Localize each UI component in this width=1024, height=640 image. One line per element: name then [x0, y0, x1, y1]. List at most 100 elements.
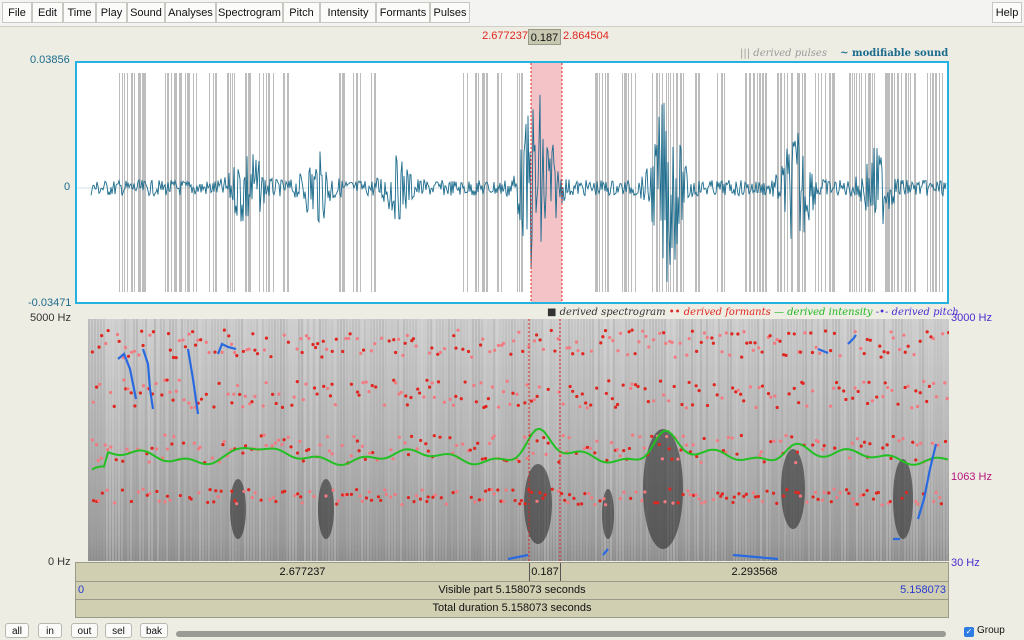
formant-dot [670, 457, 674, 461]
menu-play[interactable]: Play [96, 2, 127, 23]
formant-dot [652, 399, 656, 403]
zoom-out-button[interactable]: out [71, 623, 98, 638]
spectrogram-texture-strip [697, 319, 699, 561]
formant-dot [207, 350, 211, 355]
formant-dot [516, 403, 520, 407]
menu-spectrogram[interactable]: Spectrogram [216, 2, 283, 23]
pulse-mark [213, 73, 214, 292]
formant-dot [484, 489, 488, 493]
formant-dot [295, 380, 299, 384]
formant-dot [911, 440, 915, 444]
spectrogram-texture-strip [292, 319, 294, 561]
spectrogram-texture-strip [943, 319, 945, 561]
group-checkbox[interactable]: ✓ Group [964, 625, 1005, 637]
pulse-mark [268, 73, 270, 292]
formant-dot [314, 345, 318, 350]
formant-dot [702, 436, 706, 441]
formant-dot [613, 405, 618, 409]
pulse-mark [797, 73, 799, 292]
menu-file[interactable]: File [2, 2, 32, 23]
spectrogram-texture-strip [265, 319, 267, 561]
menu-intensity[interactable]: Intensity [320, 2, 376, 23]
formant-dot [585, 406, 589, 410]
menu-pitch[interactable]: Pitch [283, 2, 320, 23]
time-right-segment[interactable]: 2.293568 [731, 566, 778, 578]
spectrogram-texture-strip [790, 319, 792, 561]
zoom-sel-button[interactable]: sel [105, 623, 132, 638]
pulse-mark [821, 73, 822, 292]
horizontal-scrollbar[interactable] [176, 631, 946, 637]
formant-dot [327, 449, 331, 453]
menu-help[interactable]: Help [992, 2, 1022, 23]
spectrogram-texture-strip [934, 319, 936, 561]
total-bar[interactable]: Total duration 5.158073 seconds [75, 599, 949, 618]
formant-dot [455, 490, 459, 494]
time-left-segment[interactable]: 2.677237 [279, 566, 326, 578]
menu-formants[interactable]: Formants [376, 2, 430, 23]
formant-dot [96, 458, 100, 463]
formant-dot [165, 378, 169, 382]
formant-dot [136, 490, 140, 494]
formant-dot [589, 403, 593, 407]
zoom-back-button[interactable]: bak [140, 623, 168, 638]
spectrogram-panel[interactable] [88, 319, 949, 561]
formant-dot [638, 435, 642, 439]
pulse-mark [885, 73, 887, 292]
menu-edit[interactable]: Edit [32, 2, 63, 23]
pulse-mark [140, 73, 141, 292]
formant-dot [241, 349, 246, 354]
menu-sound[interactable]: Sound [127, 2, 165, 23]
waveform-plot[interactable] [77, 63, 947, 302]
pitch-segment [732, 553, 779, 561]
formant-dot [103, 443, 107, 447]
formant-dot [618, 454, 622, 458]
formant-dot [403, 441, 407, 445]
spectrogram-texture-strip [700, 319, 702, 561]
menu-time[interactable]: Time [63, 2, 96, 23]
spectrogram-texture-strip [571, 319, 573, 561]
pitch-segment [817, 347, 829, 355]
formant-dot [360, 499, 364, 503]
checkbox-checked-icon[interactable]: ✓ [964, 627, 974, 637]
formant-dot [229, 342, 234, 346]
selection-length[interactable]: 0.187 [528, 29, 561, 45]
formant-dot [798, 350, 803, 354]
formant-dot [532, 339, 537, 343]
formant-dot [357, 449, 361, 453]
formant-dot [813, 490, 818, 494]
spectrogram-plot[interactable] [88, 319, 949, 561]
formant-dot [844, 488, 849, 492]
formant-dot [575, 394, 579, 399]
formant-dot [479, 381, 483, 385]
formant-dot [769, 440, 773, 444]
waveform-panel[interactable] [75, 61, 949, 304]
formant-dot [740, 355, 744, 359]
formant-dot [769, 395, 773, 399]
spectrogram-texture-strip [706, 319, 708, 561]
spectrogram-energy-blob [781, 449, 805, 529]
formant-dot [418, 497, 423, 501]
spectrogram-texture-strip [364, 319, 366, 561]
menu-pulses[interactable]: Pulses [430, 2, 470, 23]
menu-analyses[interactable]: Analyses [165, 2, 216, 23]
spectrogram-texture-strip [112, 319, 114, 561]
spectrogram-texture-strip [622, 319, 624, 561]
formant-dot [126, 387, 130, 391]
formant-dot [137, 353, 141, 357]
formant-dot [214, 489, 218, 493]
formant-dot [850, 441, 854, 445]
zoom-in-button[interactable]: in [38, 623, 62, 638]
pulse-mark [230, 73, 231, 292]
time-selection-segment[interactable]: 0.187 [529, 563, 561, 581]
zoom-all-button[interactable]: all [5, 623, 29, 638]
visible-start: 0 [78, 584, 85, 596]
formant-dot [424, 442, 428, 446]
visible-bar[interactable]: 0 Visible part 5.158073 seconds 5.158073 [75, 581, 949, 600]
visible-label: Visible part 5.158073 seconds [438, 584, 586, 596]
formant-dot [605, 458, 609, 462]
spectrogram-texture-strip [235, 319, 237, 561]
formant-dot [581, 352, 585, 356]
formant-dot [694, 384, 698, 388]
spectrogram-texture-strip [178, 319, 180, 561]
formant-dot [730, 436, 734, 440]
